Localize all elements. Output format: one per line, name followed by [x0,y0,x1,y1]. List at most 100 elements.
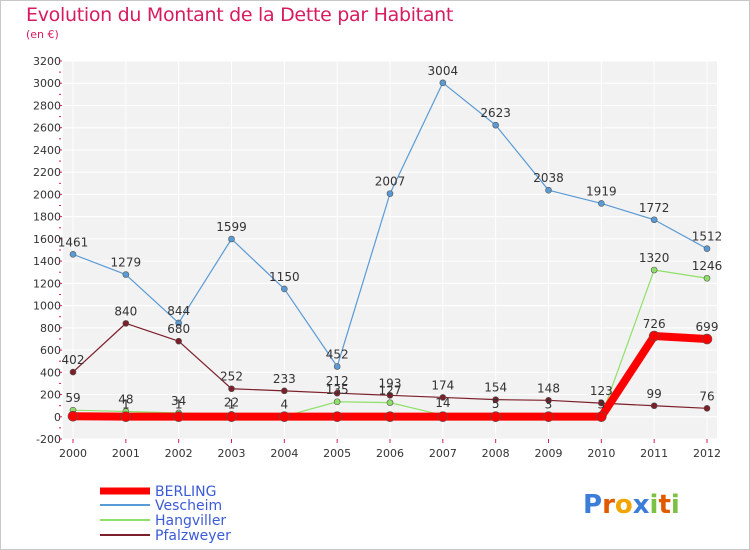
y-tick-label: 600 [40,344,61,357]
data-point-hangviller [703,274,711,282]
data-point-vescheim [439,79,447,87]
y-tick-label: 1400 [33,255,61,268]
data-label-hangviller: 4 [281,397,289,411]
y-tick-label: 400 [40,366,61,379]
data-label-vescheim: 1512 [692,230,723,244]
data-label-vescheim: 1772 [639,201,670,215]
data-point-hangviller [333,398,341,406]
data-label-pfalzweyer: 680 [167,322,190,336]
y-tick-label: 1600 [33,233,61,246]
legend-label-hangviller: Hangviller [155,513,227,529]
y-tick-label: 2800 [33,99,61,112]
x-tick-label: 2009 [535,447,563,460]
data-point-pfalzweyer [281,387,288,395]
data-point-pfalzweyer [122,320,130,327]
data-point-vescheim [281,285,288,293]
y-tick-label: 1800 [33,211,61,224]
data-label-pfalzweyer: 840 [114,304,137,318]
data-point-pfalzweyer [703,405,711,412]
data-point-berling [331,411,343,422]
data-point-vescheim [703,245,711,252]
proxiti-logo: Proxiti [583,490,680,520]
data-point-pfalzweyer [386,392,394,399]
x-tick-label: 2011 [640,447,668,460]
x-tick-label: 2000 [59,447,87,460]
data-label-berling: 699 [696,320,719,334]
data-label-berling: 1 [228,398,236,412]
data-label-vescheim: 3004 [428,64,459,78]
x-tick-label: 2010 [587,447,615,460]
data-point-vescheim [228,235,235,243]
x-tick-label: 2003 [218,447,246,460]
x-tick-label: 2012 [693,447,721,460]
legend-label-vescheim: Vescheim [155,498,223,514]
data-label-pfalzweyer: 402 [62,353,85,367]
data-label-pfalzweyer: 252 [220,370,243,384]
data-label-vescheim: 844 [167,304,190,318]
x-tick-label: 2007 [429,447,457,460]
y-tick-label: 2400 [33,144,61,157]
data-label-hangviller: 34 [171,394,186,408]
data-label-vescheim: 1279 [111,256,142,270]
x-tick-label: 2006 [376,447,404,460]
data-label-vescheim: 2623 [480,106,511,120]
data-point-berling [490,411,501,422]
data-point-berling [437,411,449,422]
data-label-vescheim: 1599 [216,220,247,234]
data-point-hangviller [386,399,394,406]
data-label-pfalzweyer: 99 [647,387,662,401]
data-point-vescheim [122,271,130,278]
legend-label-pfalzweyer: Pfalzweyer [155,528,231,544]
data-label-pfalzweyer: 76 [699,389,714,403]
data-point-pfalzweyer [439,394,447,401]
data-point-pfalzweyer [598,399,605,407]
data-point-vescheim [598,200,605,207]
y-tick-label: -200 [36,433,61,446]
data-point-berling [279,411,290,422]
data-label-hangviller: 14 [435,396,450,410]
data-point-pfalzweyer [333,389,341,397]
data-point-vescheim [545,186,552,194]
data-point-berling [384,411,396,422]
y-tick-label: 1000 [33,300,61,313]
data-label-hangviller: 135 [326,383,349,397]
data-point-berling [173,411,184,422]
data-point-vescheim [69,251,77,258]
x-tick-label: 2002 [165,447,193,460]
data-point-berling [226,411,237,422]
data-label-pfalzweyer: 123 [590,384,613,398]
data-label-vescheim: 1461 [58,235,89,249]
data-point-pfalzweyer [545,397,552,404]
y-tick-label: 1200 [33,277,61,290]
data-label-pfalzweyer: 233 [273,372,296,386]
data-point-pfalzweyer [175,337,182,345]
chart-subtitle: (en €) [26,28,59,41]
data-label-hangviller: 59 [65,391,80,405]
y-tick-label: 2000 [33,188,61,201]
x-tick-label: 2001 [112,447,140,460]
data-label-pfalzweyer: 193 [379,376,402,390]
data-label-vescheim: 1150 [269,270,300,284]
y-tick-label: 3000 [33,77,61,90]
data-point-berling [67,410,79,422]
x-tick-label: 2008 [482,447,510,460]
data-point-vescheim [650,216,658,224]
data-label-berling: 726 [643,317,666,331]
data-point-vescheim [386,190,394,197]
data-label-hangviller: 48 [118,392,133,406]
data-label-vescheim: 2038 [533,171,564,185]
data-label-hangviller: 3 [598,397,606,411]
y-tick-label: 200 [40,389,61,402]
data-label-hangviller: 22 [224,395,239,409]
data-point-pfalzweyer [69,368,77,376]
data-label-vescheim: 1919 [586,184,617,198]
data-point-berling [701,333,713,345]
data-label-pfalzweyer: 148 [537,381,560,395]
data-point-vescheim [492,121,499,129]
x-tick-label: 2004 [270,447,298,460]
data-label-pfalzweyer: 212 [326,374,349,388]
data-label-hangviller: 5 [492,397,500,411]
data-point-pfalzweyer [650,402,658,410]
y-tick-label: 800 [40,322,61,335]
